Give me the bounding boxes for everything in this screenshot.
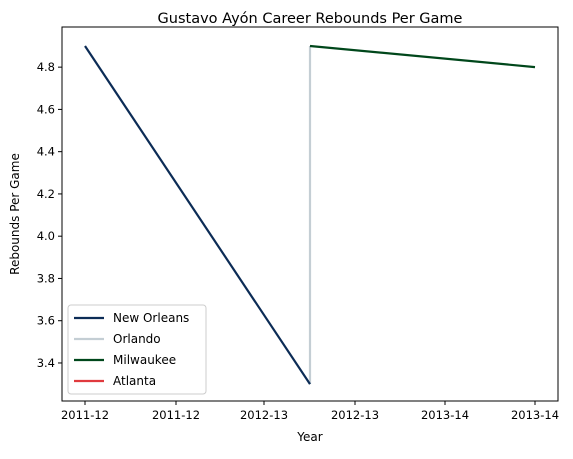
y-axis-ticks: 3.4 3.6 3.8 4.0 4.2 4.4 4.6 4.8 — [37, 60, 62, 370]
y-tick-label: 3.6 — [37, 314, 55, 328]
x-tick-label: 2012-13 — [331, 408, 379, 422]
y-tick-label: 4.2 — [37, 187, 55, 201]
legend-label: Orlando — [113, 332, 161, 346]
plot-frame — [61, 26, 559, 402]
y-tick-label: 4.4 — [37, 145, 55, 159]
y-tick-label: 4.8 — [37, 60, 55, 74]
series-line-milwaukee — [309, 44, 536, 69]
x-tick-label: 2013-14 — [511, 408, 559, 422]
x-axis-label: Year — [296, 430, 322, 444]
legend-label: Milwaukee — [113, 353, 176, 367]
x-tick-label: 2011-12 — [61, 408, 109, 422]
y-tick-label: 4.0 — [37, 229, 55, 243]
x-tick-label: 2012-13 — [240, 408, 288, 422]
legend-label: New Orleans — [113, 311, 189, 325]
series-line-new-orleans — [84, 45, 311, 385]
chart-title: Gustavo Ayón Career Rebounds Per Game — [158, 11, 463, 27]
y-axis-label: Rebounds Per Game — [8, 153, 22, 275]
y-tick-label: 4.6 — [37, 102, 55, 116]
x-axis-ticks: 2011-12 2011-12 2012-13 2012-13 2013-14 2013-… — [61, 401, 559, 422]
legend: New Orleans Orlando Milwaukee Atlanta — [67, 304, 207, 395]
y-tick-label: 3.8 — [37, 271, 55, 285]
legend-box — [67, 304, 207, 395]
legend-label: Atlanta — [113, 374, 156, 388]
x-tick-label: 2013-14 — [421, 408, 469, 422]
y-tick-label: 3.4 — [37, 356, 55, 370]
x-tick-label: 2011-12 — [152, 408, 200, 422]
plot-lines — [84, 44, 536, 385]
